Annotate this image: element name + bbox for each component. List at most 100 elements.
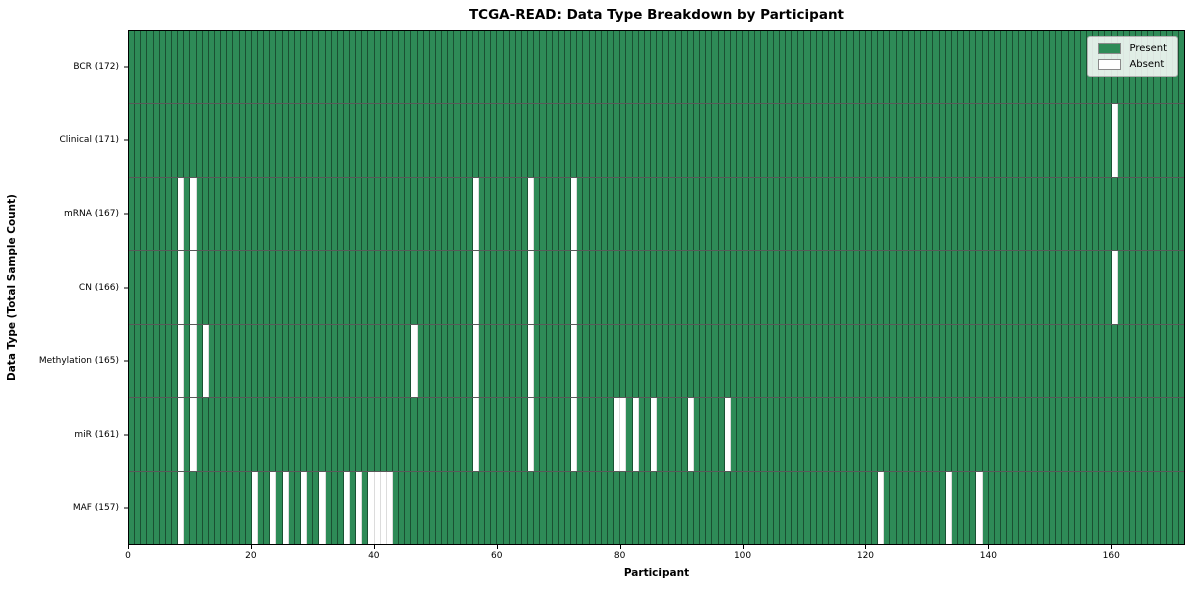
- heatmap-cell: [1142, 251, 1149, 324]
- x-tick-mark: [742, 545, 744, 549]
- heatmap-cell: [841, 324, 848, 398]
- heatmap-cell: [129, 324, 136, 398]
- heatmap-cell: [558, 177, 565, 251]
- x-tick-mark: [496, 545, 498, 549]
- heatmap-cell: [411, 251, 418, 324]
- heatmap-cell: [442, 251, 449, 324]
- heatmap-cell: [534, 177, 541, 251]
- heatmap-cell: [583, 31, 590, 104]
- heatmap-cell: [644, 398, 651, 471]
- heatmap-cell: [669, 31, 676, 104]
- heatmap-cell: [571, 398, 578, 471]
- heatmap-cell: [558, 31, 565, 104]
- heatmap-cell: [773, 177, 780, 251]
- heatmap-cell: [1019, 324, 1026, 398]
- heatmap-cell: [1093, 104, 1100, 177]
- heatmap-cell: [552, 398, 559, 471]
- heatmap-cell: [970, 104, 977, 177]
- heatmap-cell: [1031, 251, 1038, 324]
- y-tick-mark: [124, 434, 128, 436]
- heatmap-cell: [153, 177, 160, 251]
- heatmap-cell: [1037, 31, 1044, 104]
- heatmap-cell: [454, 324, 461, 398]
- heatmap-cell: [171, 31, 179, 104]
- heatmap-cell: [921, 104, 928, 177]
- heatmap-cell: [853, 31, 860, 104]
- heatmap-cell: [337, 177, 344, 251]
- heatmap-cell: [798, 324, 805, 398]
- heatmap-cell: [736, 324, 744, 398]
- heatmap-cell: [374, 31, 381, 104]
- heatmap-cell: [460, 177, 467, 251]
- heatmap-cell: [976, 31, 983, 104]
- heatmap-cell: [129, 251, 136, 324]
- heatmap-cell: [571, 471, 578, 544]
- heatmap-cell: [736, 398, 744, 471]
- heatmap-cell: [1043, 398, 1051, 471]
- heatmap-cell: [829, 251, 836, 324]
- heatmap-cell: [1043, 251, 1051, 324]
- heatmap-cell: [337, 104, 344, 177]
- heatmap-cell: [939, 31, 946, 104]
- heatmap-cell: [472, 104, 480, 177]
- heatmap-cell: [700, 324, 707, 398]
- heatmap-cell: [405, 471, 412, 544]
- heatmap-cell: [988, 177, 995, 251]
- heatmap-cell: [1179, 31, 1185, 104]
- heatmap-cell: [178, 251, 185, 324]
- heatmap-cell: [964, 31, 971, 104]
- heatmap-cell: [393, 398, 400, 471]
- heatmap-cell: [779, 324, 787, 398]
- heatmap-cell: [835, 398, 842, 471]
- heatmap-cell: [1160, 471, 1167, 544]
- heatmap-cell: [1074, 324, 1081, 398]
- heatmap-cell: [552, 324, 559, 398]
- heatmap-cell: [915, 251, 922, 324]
- heatmap-cell: [491, 471, 498, 544]
- heatmap-cell: [129, 104, 136, 177]
- heatmap-cell: [945, 104, 952, 177]
- heatmap-cell: [933, 177, 940, 251]
- heatmap-cell: [313, 31, 320, 104]
- heatmap-cell: [847, 251, 854, 324]
- heatmap-cell: [1172, 251, 1180, 324]
- heatmap-cell: [945, 471, 952, 544]
- heatmap-cell: [810, 251, 817, 324]
- heatmap-cell: [994, 31, 1001, 104]
- heatmap-cell: [245, 31, 252, 104]
- heatmap-cell: [184, 251, 191, 324]
- heatmap-cell: [718, 471, 725, 544]
- heatmap-cell: [706, 471, 713, 544]
- heatmap-cell: [908, 31, 915, 104]
- heatmap-cell: [773, 398, 780, 471]
- heatmap-cell: [1056, 31, 1063, 104]
- heatmap-cell: [564, 104, 572, 177]
- heatmap-cell: [1056, 471, 1063, 544]
- heatmap-cell: [847, 104, 854, 177]
- heatmap-cell: [429, 398, 437, 471]
- heatmap-cell: [300, 31, 308, 104]
- heatmap-cell: [300, 251, 308, 324]
- heatmap-cell: [411, 324, 418, 398]
- heatmap-cell: [288, 31, 295, 104]
- heatmap-cell: [638, 177, 645, 251]
- heatmap-cell: [251, 471, 258, 544]
- heatmap-cell: [786, 471, 793, 544]
- heatmap-cell: [442, 104, 449, 177]
- heatmap-cell: [497, 324, 504, 398]
- heatmap-cell: [964, 251, 971, 324]
- heatmap-cell: [957, 177, 965, 251]
- heatmap-cell: [601, 104, 608, 177]
- heatmap-cell: [945, 324, 952, 398]
- heatmap-cell: [515, 31, 522, 104]
- heatmap-cell: [288, 177, 295, 251]
- heatmap-cell: [564, 471, 572, 544]
- heatmap-cell: [159, 324, 166, 398]
- heatmap-cell: [221, 251, 228, 324]
- heatmap-cell: [1019, 251, 1026, 324]
- heatmap-cell: [159, 104, 166, 177]
- heatmap-cell: [528, 31, 535, 104]
- heatmap-cell: [319, 104, 326, 177]
- heatmap-cell: [423, 31, 430, 104]
- heatmap-cell: [804, 398, 811, 471]
